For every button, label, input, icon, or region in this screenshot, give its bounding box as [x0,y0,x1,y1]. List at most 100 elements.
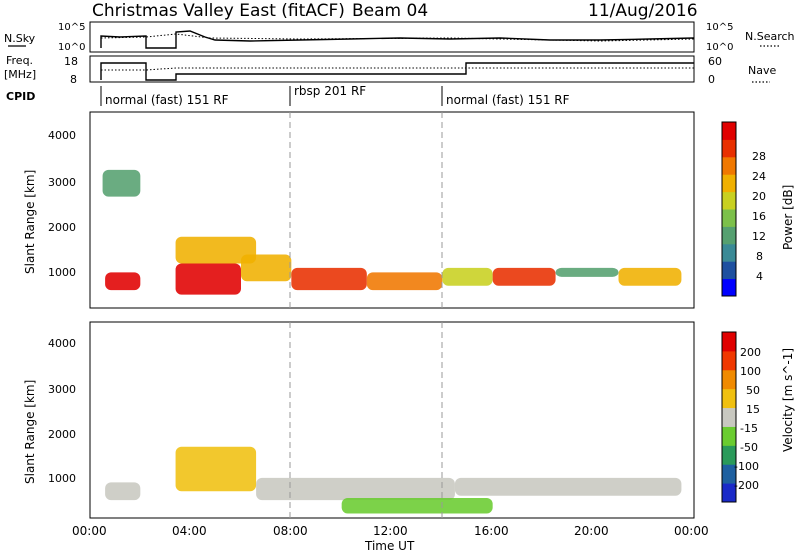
power-colorbar [721,121,737,297]
power-colorbar-label: Power [dB] [781,185,795,250]
beam-label: Beam 04 [352,1,428,21]
vel-cbar-swatch-4 [722,407,736,427]
power-region-2 [175,263,241,295]
vel-cbar-swatch-7 [722,350,736,371]
noise-left-tick-bottom: 10^0 [58,42,85,53]
power-cbar-tick-24: 24 [752,170,766,183]
power-cbar-swatch-1 [722,261,736,280]
power-region-3 [175,236,257,264]
cpid-segment-2: rbsp 201 RF [294,84,366,98]
power-cbar-swatch-9 [722,122,736,140]
power-ytick-3000: 3000 [48,176,76,189]
vel-cbar-swatch-5 [722,388,736,409]
vel-cbar-tick-100: 100 [740,365,761,378]
vel-cbar-swatch-1 [722,464,736,484]
velocity-region-0 [105,482,141,501]
power-cbar-swatch-4 [722,209,736,227]
vel-cbar-tick-200: 200 [740,346,761,359]
chart-title: Christmas Valley East (fitACF) [92,1,345,21]
freq-trace [100,62,694,81]
power-region-8 [492,267,556,286]
velocity-colorbar [721,331,737,503]
nsky-trace [100,30,695,49]
power-region-6 [366,272,443,291]
vel-cbar-tick-50: 50 [746,384,760,397]
power-cbar-swatch-3 [722,226,736,245]
power-cbar-swatch-7 [722,156,736,175]
power-ylabel: Slant Range [km] [23,170,37,274]
velocity-colorbar-label: Velocity [m s^-1] [781,348,795,452]
vel-ytick-4000: 4000 [48,337,76,350]
freq-label: Freq. [6,54,33,67]
power-cbar-tick-4: 4 [756,270,763,283]
vel-cbar-swatch-8 [722,332,736,352]
nave-trace [101,67,694,71]
power-region-9 [555,267,619,277]
nsearch-trace [100,33,695,42]
power-region-7 [442,267,493,286]
nsearch-label: N.Search [745,30,795,43]
power-region-0 [105,272,141,291]
vel-ytick-2000: 2000 [48,428,76,441]
date-label: 11/Aug/2016 [588,1,698,21]
xtick-0000: 00:00 [72,524,107,538]
vel-cbar-frame [721,331,737,503]
velocity-region-4 [454,477,682,496]
vel-ytick-3000: 3000 [48,383,76,396]
power-cbar-tick-20: 20 [752,190,766,203]
freq-panel: 18 8 60 0 [64,55,722,86]
power-ytick-1000: 1000 [48,266,76,279]
xtick-0800: 08:00 [273,524,308,538]
vel-cbar-tick-neg200: -200 [734,479,759,492]
noise-left-tick-top: 10^5 [58,22,85,33]
power-ytick-4000: 4000 [48,129,76,142]
vel-cbar-tick-neg15: -15 [740,422,758,435]
vel-cbar-swatch-3 [722,426,736,446]
power-panel: 4000 3000 2000 1000 Slant Range [km] 28 … [23,111,795,309]
nsky-label: N.Sky [4,32,36,45]
velocity-region-3 [341,497,493,514]
power-cbar-swatch-6 [722,174,736,193]
freq-right-tick-top: 60 [708,55,722,68]
x-axis: 00:00 04:00 08:00 12:00 16:00 20:00 00:0… [72,524,709,553]
freq-right-tick-bottom: 0 [708,73,715,86]
power-data [102,169,682,295]
vel-cbar-tick-neg100: -100 [734,460,759,473]
power-cbar-swatch-2 [722,243,736,262]
cpid-label: CPID [6,90,35,103]
cpid-bar: normal (fast) 151 RF rbsp 201 RF normal … [100,84,570,107]
velocity-data [105,446,682,514]
x-axis-label: Time UT [364,539,415,553]
velocity-panel: 4000 3000 2000 1000 Slant Range [km] 200… [23,321,795,519]
vel-cbar-swatch-6 [722,369,736,390]
cpid-segment-1: normal (fast) 151 RF [105,93,229,107]
velocity-region-1 [175,446,257,492]
power-cbar-swatch-0 [722,278,736,297]
vel-cbar-tick-15: 15 [746,403,760,416]
power-cbar-tick-8: 8 [756,250,763,263]
nave-label: Nave [748,64,776,77]
cpid-segment-3: normal (fast) 151 RF [446,93,570,107]
xtick-1600: 16:00 [474,524,509,538]
power-region-4 [241,254,292,282]
power-region-10 [618,267,682,286]
velocity-ylabel: Slant Range [km] [23,380,37,484]
freq-left-tick-top: 18 [64,55,78,68]
power-cbar-tick-28: 28 [752,150,766,163]
vel-cbar-tick-neg50: -50 [740,441,758,454]
power-cbar-tick-16: 16 [752,210,766,223]
xtick-0400: 04:00 [172,524,207,538]
xtick-2400: 00:00 [674,524,709,538]
velocity-region-2 [256,477,455,501]
power-cbar-frame [721,121,737,297]
noise-right-tick-top: 10^5 [706,22,733,33]
noise-right-tick-bottom: 10^0 [706,42,733,53]
power-region-1 [102,169,141,197]
vel-cbar-swatch-2 [722,445,736,465]
power-cbar-swatch-5 [722,191,736,210]
xtick-2000: 20:00 [574,524,609,538]
xtick-1200: 12:00 [373,524,408,538]
power-ytick-2000: 2000 [48,221,76,234]
vel-ytick-1000: 1000 [48,472,76,485]
